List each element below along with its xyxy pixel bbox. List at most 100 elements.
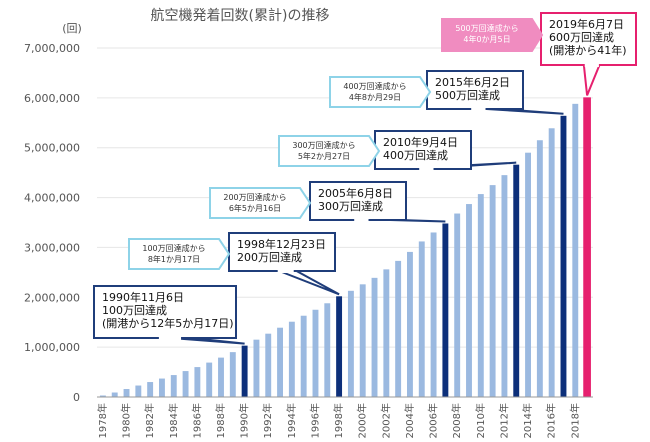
bar [536,140,543,397]
bar [135,385,142,397]
bar [111,392,118,397]
bar [501,175,508,397]
interval-label: 5年2か月27日 [298,151,350,161]
milestone-label: (開港から12年5か月17日) [102,316,234,330]
callout-joint [584,63,599,67]
x-tick-label: 2018年 [568,403,581,438]
bar [513,164,520,397]
bar [560,115,567,397]
x-tick-label: 2000年 [356,403,369,438]
milestone-label: 600万回達成 [549,31,614,44]
bar [241,345,248,397]
bar [99,395,106,397]
milestone-label: 200万回達成 [237,251,302,264]
x-tick-label: 1986年 [190,403,203,438]
bar [218,357,224,397]
milestone-label: 500万回達成 [435,89,500,102]
interval-label: 200万回達成から [223,192,286,202]
x-tick-label: 1980年 [120,403,133,438]
callout-joint [277,269,294,273]
bar [277,327,283,397]
bar [525,152,531,397]
milestone-label: 2019年6月7日 [549,17,624,31]
bar [383,269,390,397]
x-tick-label: 2002年 [379,403,392,438]
interval-label: 6年5か月16日 [229,203,281,213]
bar [159,378,165,397]
bar [489,185,496,397]
callout-joint [158,336,182,340]
callout-joint [419,167,434,171]
x-tick-label: 2008年 [450,403,463,438]
milestone-label: 400万回達成 [383,149,448,162]
bar [548,128,555,397]
bar [454,213,461,397]
x-tick-label: 1996年 [308,403,321,438]
bar [336,296,343,397]
interval-arrow [209,187,312,219]
interval-label: 100万回達成から [142,243,205,253]
x-tick-label: 2014年 [521,403,534,438]
x-tick-label: 2010年 [474,403,487,438]
interval-label: 400万回達成から [343,81,406,91]
interval-label: 8年1か月17日 [148,254,200,264]
y-tick-label: 5,000,000 [24,142,80,155]
callout-box [228,232,336,272]
bar [418,241,425,397]
bar [477,194,484,397]
y-tick-label: 7,000,000 [24,42,80,55]
milestone-label: 1990年11月6日 [102,290,184,304]
y-tick-label: 1,000,000 [24,341,80,354]
bar [324,303,331,397]
bar [430,232,437,397]
y-tick-label: 6,000,000 [24,92,80,105]
x-tick-label: 1982年 [143,403,156,438]
milestone-label: (開港から41年) [549,43,627,57]
x-tick-label: 1978年 [96,403,109,438]
bar [371,277,378,397]
bar [123,389,130,397]
bar [347,290,354,397]
callout-pointer [582,63,602,96]
bar [288,321,295,397]
bar [206,362,213,397]
milestone-label: 100万回達成 [102,304,167,317]
bar [265,333,272,397]
x-tick-label: 1994年 [285,403,298,438]
y-tick-label: 4,000,000 [24,192,80,205]
milestone-label: 2010年9月4日 [383,135,458,149]
y-tick-label: 3,000,000 [24,241,80,254]
x-tick-label: 2004年 [403,403,416,438]
x-tick-label: 1992年 [261,403,274,438]
callout-joint [354,218,369,222]
milestone-label: 2005年6月8日 [318,186,393,200]
x-tick-label: 2006年 [427,403,440,438]
bar [583,97,591,397]
bar [395,260,402,397]
callout-pointer [276,269,340,296]
x-tick-label: 1984年 [167,403,180,438]
milestone-label: 2015年6月2日 [435,75,510,89]
interval-label: 4年8か月29日 [349,92,401,102]
interval-arrow [329,76,432,108]
bar [312,309,319,397]
interval-label: 500万回達成から [455,23,518,33]
bar [442,223,449,397]
y-axis-unit: (回) [62,22,82,35]
milestone-label: 300万回達成 [318,200,383,213]
chart-title: 航空機発着回数(累計)の推移 [151,8,330,24]
bar [147,382,154,397]
bar [407,251,413,397]
bar [359,284,366,397]
bar [170,375,177,397]
bar [194,367,201,397]
milestone-label: 1998年12月23日 [237,237,326,251]
bar [572,103,579,397]
bar [300,315,307,397]
x-tick-label: 1998年 [332,403,345,438]
callout-box [93,285,237,339]
x-tick-label: 1990年 [238,403,251,438]
bar [466,204,472,397]
interval-label: 4年0か月5日 [463,34,510,44]
